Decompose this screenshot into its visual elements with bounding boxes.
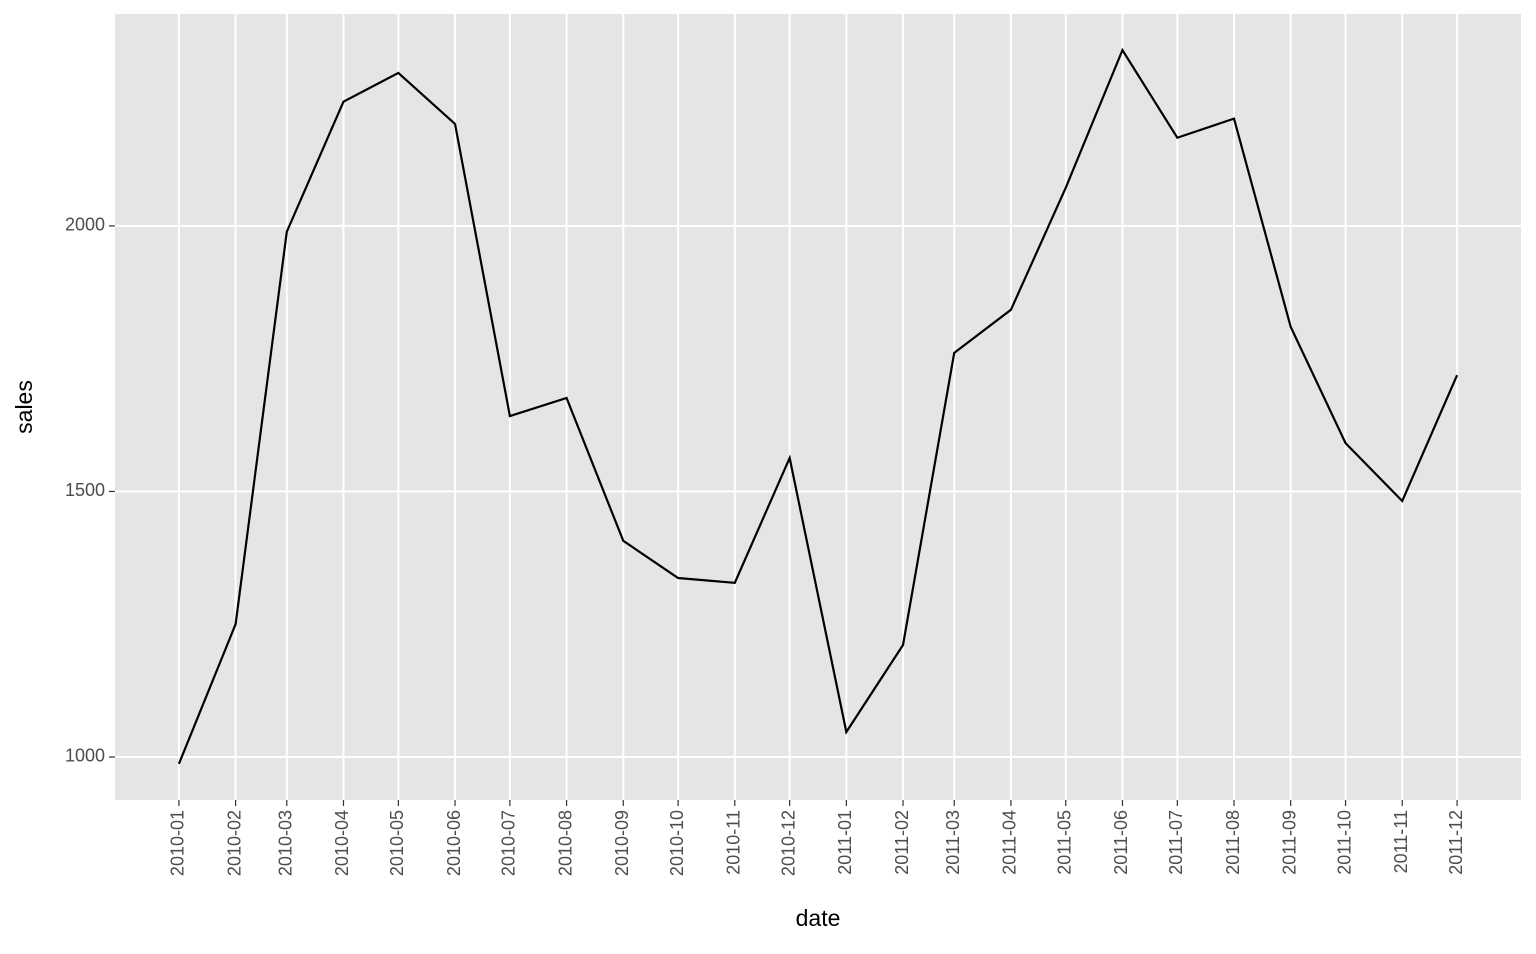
y-axis-label: sales: [11, 380, 37, 434]
x-tick-label: 2011-04: [1000, 810, 1020, 875]
x-tick-label: 2011-07: [1166, 810, 1186, 875]
marks: [177, 47, 1459, 765]
x-tick-label: 2011-06: [1111, 810, 1131, 875]
x-tick-label: 2010-11: [724, 810, 744, 875]
x-tick-label: 2011-09: [1279, 810, 1299, 875]
line: [177, 47, 1459, 765]
x-tick-label: 2010-04: [332, 810, 352, 876]
x-tick-label: 2010-12: [778, 810, 798, 876]
y-tick-label: 2000: [65, 215, 105, 235]
panel: [115, 14, 1521, 800]
x-tick-label: 2010-05: [387, 810, 407, 876]
y-tick-label: 1000: [65, 746, 105, 766]
x-axis-label: date: [796, 905, 841, 931]
x-tick-label: 2011-05: [1055, 810, 1075, 875]
x-tick-label: 2011-08: [1223, 810, 1243, 875]
x-tick-label: 2010-02: [224, 810, 244, 876]
x-tick-label: 2011-01: [835, 810, 855, 875]
x-tick-label: 2010-07: [499, 810, 519, 876]
x-tick-label: 2011-03: [943, 810, 963, 875]
grid: [115, 14, 1521, 800]
x-tick-label: 2011-12: [1446, 810, 1466, 875]
x-tick-label: 2010-01: [168, 810, 188, 876]
x-tick-label: 2011-02: [892, 810, 912, 875]
x-tick-label: 2010-08: [555, 810, 575, 876]
x-tick-label: 2010-09: [612, 810, 632, 876]
y-tick-label: 1500: [65, 480, 105, 500]
x-tick-label: 2011-10: [1334, 810, 1354, 875]
x-tick-label: 2010-06: [444, 810, 464, 876]
x-tick-label: 2010-10: [667, 810, 687, 876]
x-tick-label: 2011-11: [1391, 810, 1411, 873]
x-tick-label: 2010-03: [276, 810, 296, 876]
